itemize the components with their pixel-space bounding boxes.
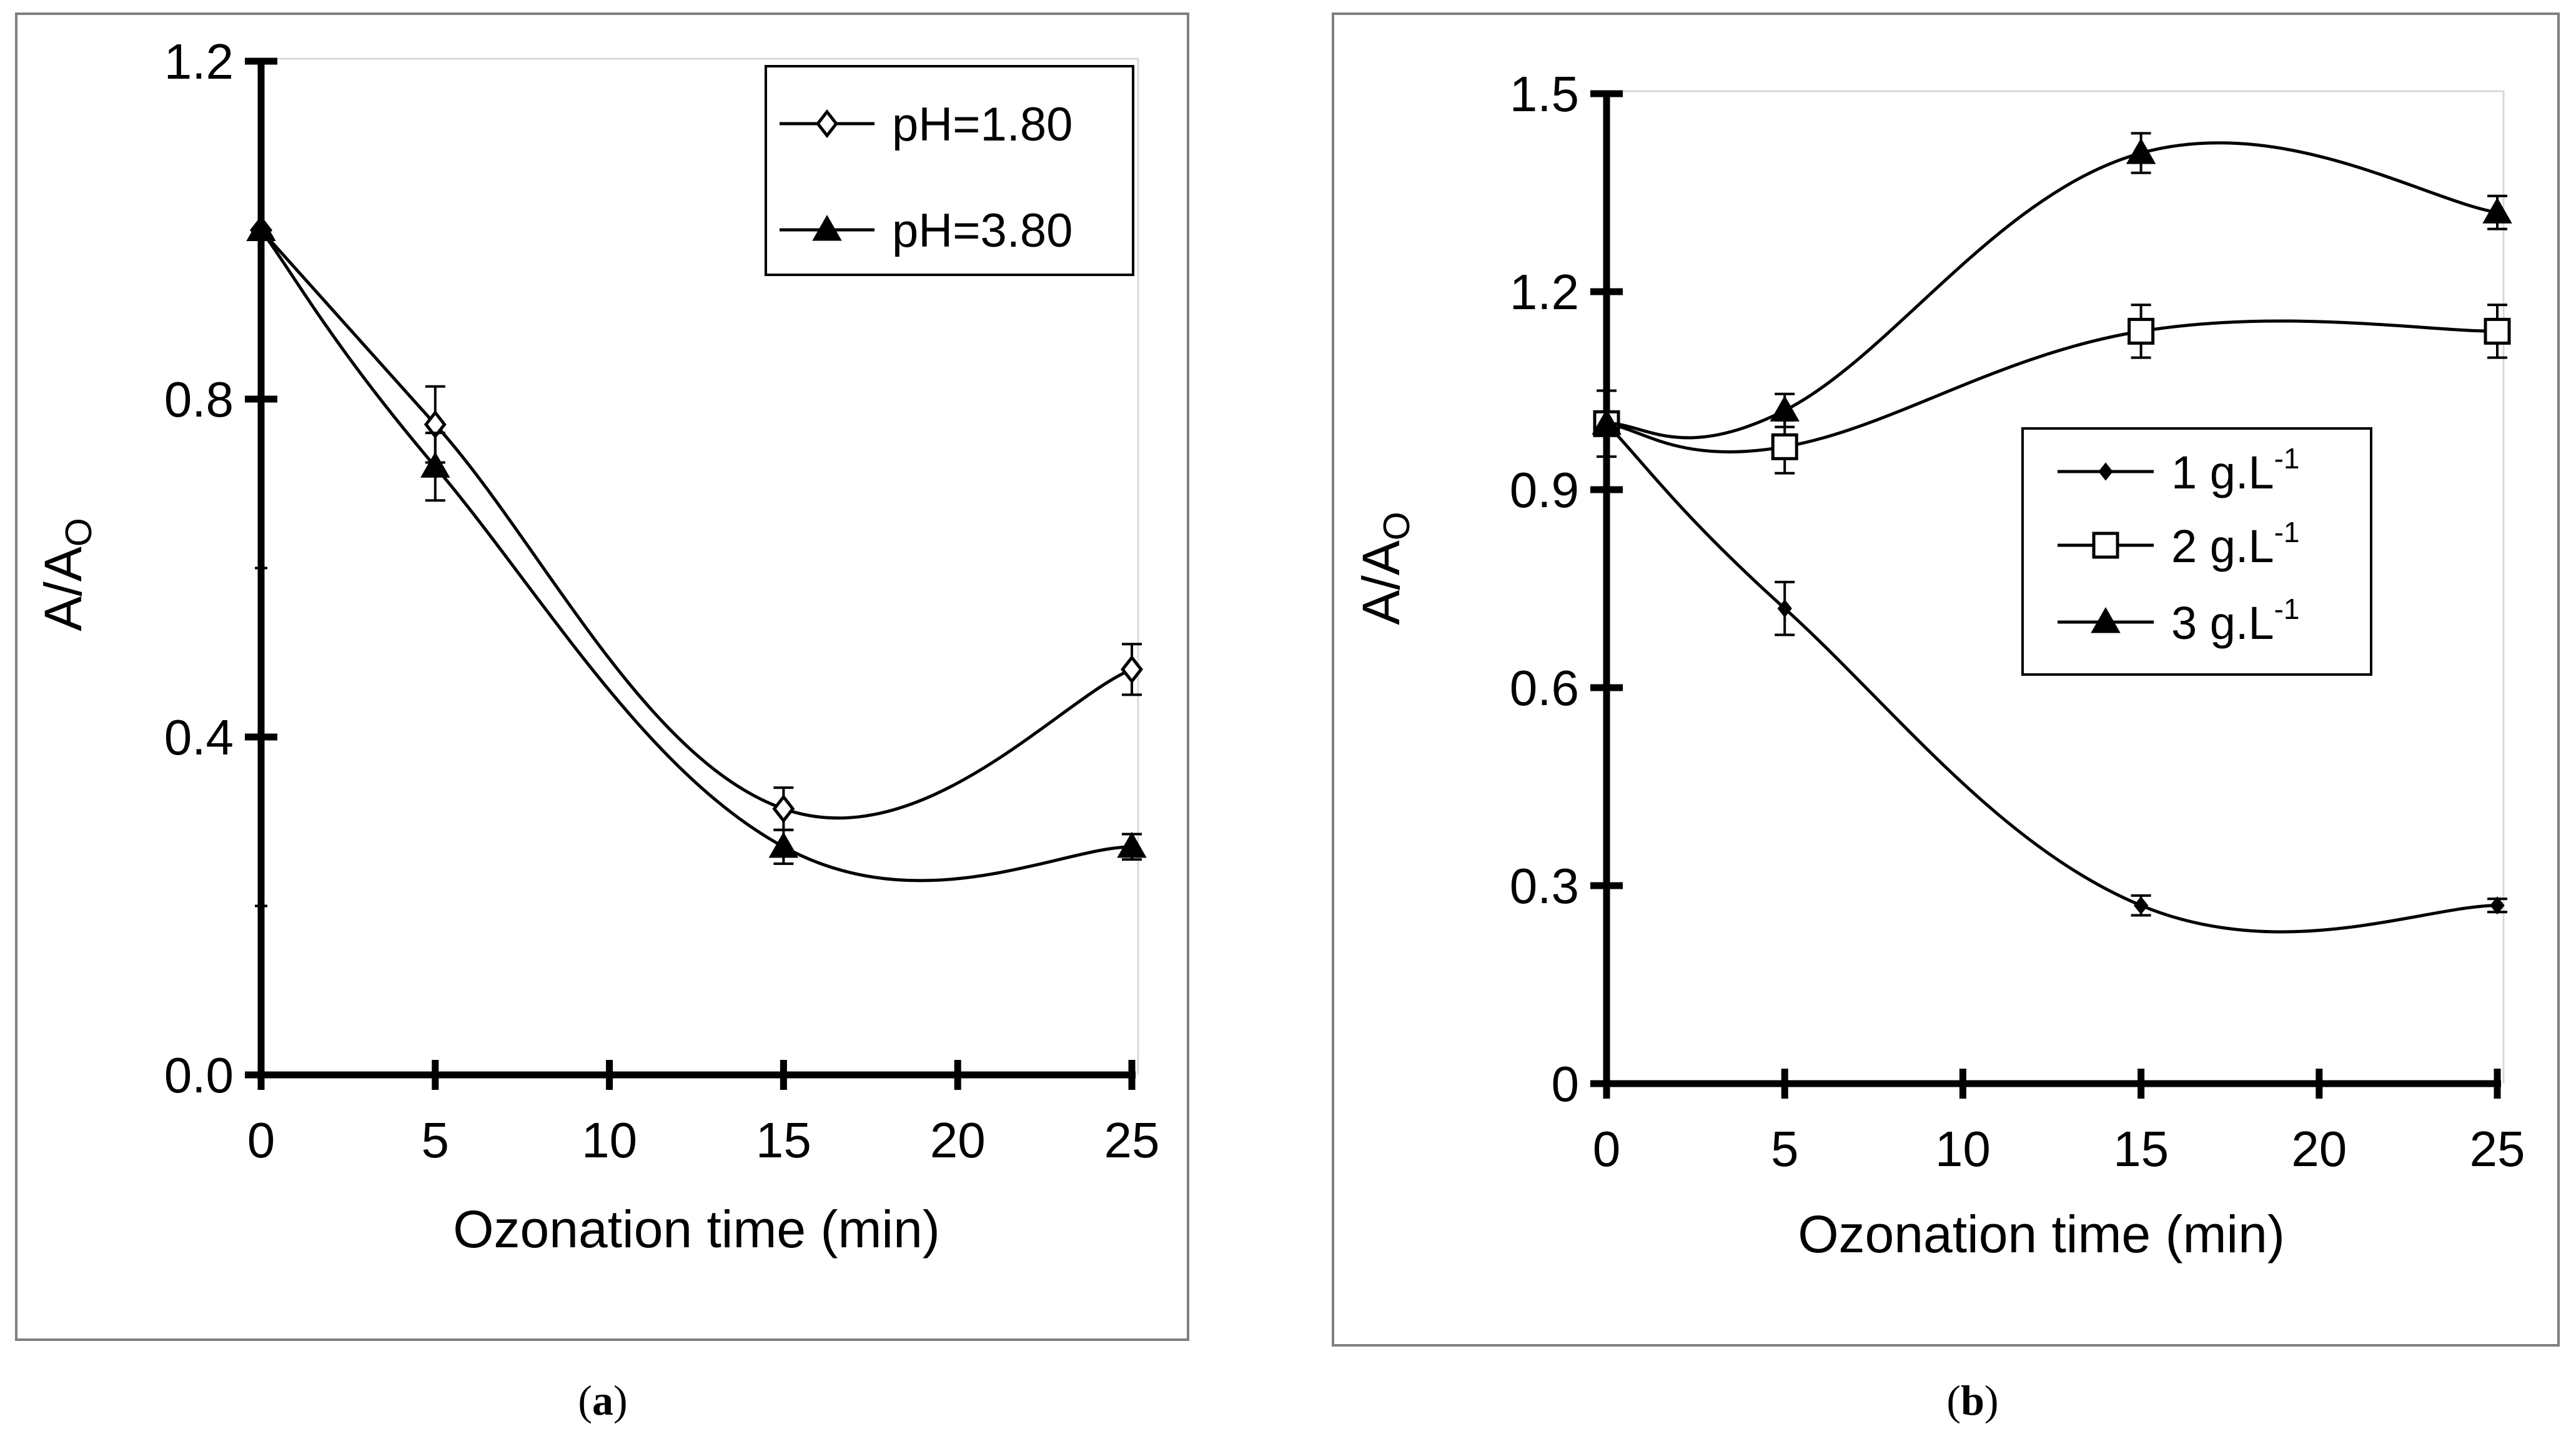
y-tick-label: 0.4 bbox=[164, 710, 234, 765]
series-line bbox=[260, 229, 1132, 820]
y-tick-label: 1.5 bbox=[1510, 66, 1579, 122]
legend-label-text: 3 g.L bbox=[2171, 597, 2274, 649]
data-point bbox=[1771, 433, 1798, 460]
legend-item: 3 g.L-1 bbox=[2058, 593, 2300, 649]
legend-box bbox=[2021, 427, 2372, 676]
legend-item: 2 g.L-1 bbox=[2058, 516, 2300, 572]
data-point bbox=[772, 794, 795, 824]
legend-marker bbox=[2098, 462, 2113, 481]
x-tick-label: 5 bbox=[1771, 1121, 1799, 1177]
series-line bbox=[1606, 141, 2498, 440]
legend-label-superscript: -1 bbox=[2274, 516, 2300, 548]
legend-label-text: 2 g.L bbox=[2171, 520, 2274, 572]
panel-frame bbox=[15, 12, 1189, 1341]
legend-label: 2 g.L-1 bbox=[2171, 516, 2300, 572]
y-axis-title-main: A/A bbox=[34, 546, 92, 631]
x-tick-label: 25 bbox=[1104, 1112, 1160, 1168]
y-axis-title-subscript: O bbox=[58, 518, 99, 546]
data-point bbox=[2482, 197, 2512, 224]
panel-caption-letter: a bbox=[592, 1377, 613, 1424]
legend-label-superscript: -1 bbox=[2274, 593, 2300, 625]
x-tick-label: 0 bbox=[247, 1112, 275, 1168]
data-point bbox=[2490, 896, 2505, 915]
x-tick-label: 15 bbox=[756, 1112, 811, 1168]
y-tick-label: 0 bbox=[1552, 1056, 1580, 1112]
y-axis-title-main: A/A bbox=[1352, 540, 1410, 625]
plot-area-border bbox=[1607, 90, 2505, 1084]
x-tick-label: 10 bbox=[1935, 1121, 1991, 1177]
series-line bbox=[1606, 319, 2498, 453]
x-tick-label: 15 bbox=[2113, 1121, 2169, 1177]
data-point bbox=[1117, 831, 1147, 858]
legend-item: pH=3.80 bbox=[780, 204, 1073, 257]
chart-panel-b: 0 5 10 15 20 25 0 0.3 0.6 0.9 1.2 1.5 Ozonation time… bbox=[1332, 12, 2560, 1424]
panel-frame bbox=[1332, 12, 2560, 1347]
legend: 1 g.L-12 g.L-13 g.L-1 bbox=[2021, 427, 2372, 676]
y-tick-label: 0.9 bbox=[1510, 462, 1579, 518]
data-point bbox=[2484, 317, 2511, 345]
panel-caption: (a) bbox=[578, 1377, 627, 1424]
plot-area-border bbox=[261, 57, 1139, 1075]
x-axis-title: Ozonation time (min) bbox=[1798, 1205, 2285, 1264]
series-line bbox=[259, 229, 1132, 883]
panel-caption-letter: b bbox=[1961, 1377, 1984, 1424]
data-point bbox=[2133, 896, 2149, 915]
panel-caption-open: ( bbox=[578, 1377, 592, 1424]
x-tick-label: 20 bbox=[930, 1112, 986, 1168]
x-tick-label: 25 bbox=[2470, 1121, 2525, 1177]
data-point bbox=[768, 831, 799, 858]
legend-label-text: pH=1.80 bbox=[892, 98, 1073, 151]
x-axis-title: Ozonation time (min) bbox=[453, 1200, 940, 1259]
legend-label-text: 1 g.L bbox=[2171, 447, 2274, 498]
legend-label-superscript: -1 bbox=[2274, 442, 2300, 475]
legend-marker bbox=[816, 109, 838, 139]
data-point bbox=[2128, 317, 2155, 345]
data-point bbox=[2126, 138, 2156, 164]
series-line bbox=[1605, 422, 2498, 934]
data-point bbox=[246, 215, 276, 241]
panel-caption-close: ) bbox=[1984, 1377, 1999, 1424]
data-point bbox=[420, 452, 450, 478]
legend-marker bbox=[2091, 606, 2121, 633]
legend-label: 1 g.L-1 bbox=[2171, 442, 2300, 498]
x-tick-label: 10 bbox=[582, 1112, 637, 1168]
data-point bbox=[1592, 408, 1622, 435]
legend-label: pH=3.80 bbox=[892, 204, 1073, 257]
legend-item: pH=1.80 bbox=[780, 98, 1073, 151]
legend-item: 1 g.L-1 bbox=[2058, 442, 2300, 498]
y-tick-label: 0.8 bbox=[164, 372, 234, 427]
legend-label-text: pH=3.80 bbox=[892, 204, 1073, 257]
y-tick-label: 0.0 bbox=[164, 1047, 234, 1103]
y-axis-title: A/AO bbox=[34, 518, 99, 631]
x-tick-label: 5 bbox=[422, 1112, 450, 1168]
data-point bbox=[1777, 599, 1792, 618]
legend-marker bbox=[2092, 532, 2119, 559]
chart-panel-a: 0 5 10 15 20 25 0.0 0.4 0.8 1.2 Ozonation time (mi… bbox=[15, 12, 1189, 1424]
data-point bbox=[1770, 395, 1800, 422]
y-axis-title-subscript: O bbox=[1376, 512, 1417, 540]
y-tick-label: 1.2 bbox=[1510, 264, 1579, 320]
y-tick-label: 1.2 bbox=[164, 34, 234, 89]
panel-caption-close: ) bbox=[613, 1377, 628, 1424]
legend-label: 3 g.L-1 bbox=[2171, 593, 2300, 649]
data-point bbox=[1121, 655, 1143, 684]
series-3-g-l bbox=[1592, 132, 2512, 440]
panel-caption-open: ( bbox=[1946, 1377, 1961, 1424]
y-tick-label: 0.3 bbox=[1510, 858, 1579, 914]
x-tick-label: 0 bbox=[1593, 1121, 1621, 1177]
x-tick-label: 20 bbox=[2291, 1121, 2347, 1177]
y-tick-label: 0.6 bbox=[1510, 660, 1579, 716]
legend-label: pH=1.80 bbox=[892, 98, 1073, 151]
series-1-g-l bbox=[1599, 414, 2507, 934]
y-axis-title: A/AO bbox=[1352, 512, 1417, 625]
legend-marker bbox=[812, 214, 842, 241]
legend: pH=1.80 pH=3.80 bbox=[765, 65, 1134, 276]
panel-caption: (b) bbox=[1946, 1377, 1998, 1424]
series-ph-3-80 bbox=[246, 215, 1147, 883]
